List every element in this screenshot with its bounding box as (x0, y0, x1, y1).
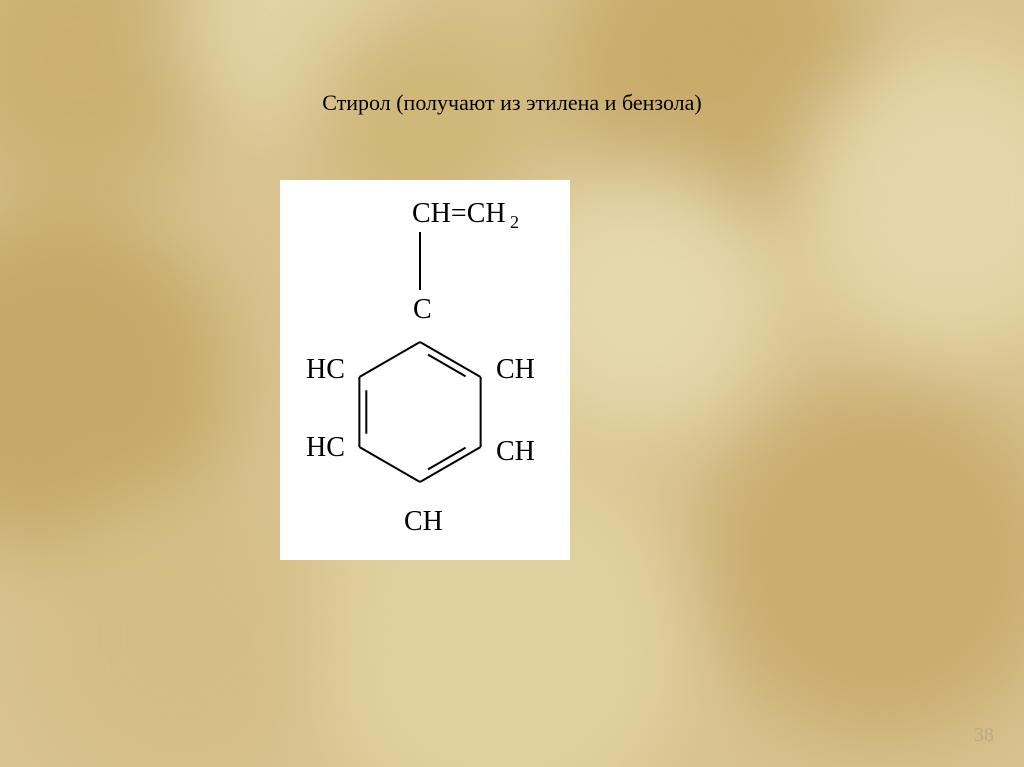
svg-text:CH: CH (496, 354, 535, 385)
formula-box: CH=CH2 C HC HC CH CH CH (280, 180, 570, 560)
svg-text:HC: HC (306, 432, 345, 463)
svg-text:CH=CH: CH=CH (412, 198, 506, 229)
svg-text:2: 2 (510, 212, 519, 232)
slide-title: Стирол (получают из этилена и бензола) (0, 90, 1024, 116)
svg-text:HC: HC (306, 354, 345, 385)
page-number: 38 (974, 724, 994, 747)
styrene-structure: CH=CH2 C HC HC CH CH CH (280, 180, 570, 560)
svg-text:CH: CH (496, 436, 535, 467)
slide: Стирол (получают из этилена и бензола) C… (0, 0, 1024, 767)
svg-text:C: C (413, 294, 432, 325)
svg-text:CH: CH (404, 506, 443, 537)
